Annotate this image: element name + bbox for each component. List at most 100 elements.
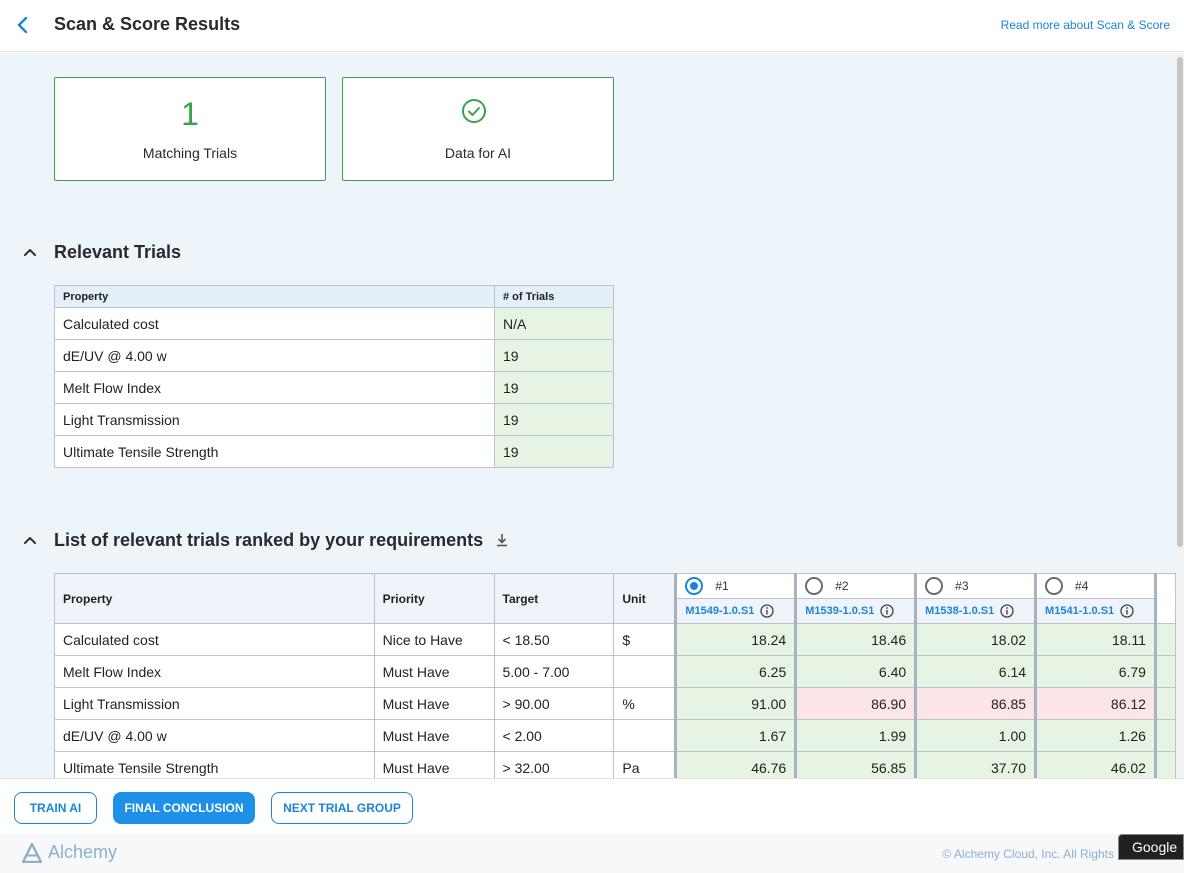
unit-cell (613, 655, 677, 688)
trial-select-radio[interactable] (685, 577, 704, 595)
property-cell: dE/UV @ 4.00 w (54, 719, 375, 752)
trial-id-link[interactable]: M1541-1.0.S1 (1045, 605, 1115, 617)
info-icon[interactable] (1000, 604, 1014, 618)
trial-value-cell: 1.00 (914, 719, 1037, 752)
scrollbar-thumb[interactable] (1177, 57, 1183, 547)
trial-rank-row: #3 (917, 574, 1035, 599)
trial-id-row: M1541-1.0.S1 (1037, 599, 1154, 623)
trial-value-cell: 18.46 (794, 623, 917, 656)
property-cell: Light Transmission (54, 403, 495, 436)
trial-rank: #4 (1075, 579, 1089, 593)
table-row: Melt Flow Index 19 (54, 371, 614, 404)
table-row: Ultimate Tensile Strength Must Have > 32.0… (54, 751, 1176, 778)
trial-value-cell: 6.40 (794, 655, 917, 688)
trial-value-cell: 37.70 (914, 751, 1037, 778)
page-title: Scan & Score Results (54, 14, 241, 34)
column-header-property: Property (54, 573, 375, 624)
ranked-trials-header: List of relevant trials ranked by your r… (22, 528, 509, 552)
trial-value-cell: 1.26 (1034, 719, 1156, 752)
table-header-row: Property # of Trials (54, 285, 614, 308)
data-for-ai-card: Data for AI (342, 77, 614, 181)
final-conclusion-button[interactable]: FINAL CONCLUSION (113, 792, 255, 824)
download-icon[interactable] (495, 533, 509, 547)
info-icon[interactable] (1120, 604, 1134, 618)
table-row: Ultimate Tensile Strength 19 (54, 435, 614, 468)
trial-select-radio[interactable] (805, 577, 824, 595)
priority-cell: Must Have (373, 655, 495, 688)
trial-count-cell: 19 (494, 435, 614, 468)
info-icon[interactable] (760, 604, 775, 618)
table-row: Calculated cost N/A (54, 307, 614, 340)
alchemy-logo-icon (22, 842, 42, 863)
table-row: Melt Flow Index Must Have 5.00 - 7.00 6.25 6… (54, 655, 1176, 688)
trial-value-cell: 18.24 (674, 623, 797, 656)
table-row: dE/UV @ 4.00 w Must Have < 2.00 1.67 1.99 1.0… (54, 719, 1176, 752)
trial-id-link[interactable]: M1549-1.0.S1 (685, 605, 755, 617)
unit-cell: $ (613, 623, 677, 656)
trial-rank: #3 (955, 579, 969, 593)
trial-id-row: M1549-1.0.S1 (677, 599, 795, 623)
chevron-up-icon[interactable] (22, 244, 38, 260)
column-header-target: Target (493, 573, 615, 624)
next-trial-group-button[interactable]: NEXT TRIAL GROUP (271, 792, 413, 824)
column-header-property: Property (54, 285, 495, 308)
table-row: Light Transmission 19 (54, 403, 614, 436)
priority-cell: Must Have (373, 751, 495, 778)
unit-cell (613, 719, 677, 752)
matching-trials-label: Matching Trials (142, 145, 238, 161)
column-header-trials: # of Trials (494, 285, 614, 308)
trial-value-cell: 6.14 (914, 655, 1037, 688)
trial-value-cell-partial (1153, 751, 1176, 778)
trial-value-cell: 1.67 (674, 719, 797, 752)
vertical-scrollbar[interactable] (1176, 53, 1184, 778)
trial-value-cell-partial (1153, 687, 1176, 720)
main-content: 1 Matching Trials Data for AI Relevant T… (0, 53, 1176, 778)
trial-select-radio[interactable] (1045, 577, 1064, 595)
table-row: dE/UV @ 4.00 w 19 (54, 339, 614, 372)
check-circle-icon (462, 99, 486, 123)
data-for-ai-label: Data for AI (444, 145, 512, 161)
property-cell: Calculated cost (54, 623, 375, 656)
property-cell: Melt Flow Index (54, 371, 495, 404)
property-cell: Ultimate Tensile Strength (54, 435, 495, 468)
table-row: Calculated cost Nice to Have < 18.50 $18.24… (54, 623, 1176, 656)
info-icon[interactable] (880, 604, 894, 618)
trial-column-header-partial (1153, 573, 1176, 624)
trial-select-radio[interactable] (925, 577, 944, 595)
column-header-unit: Unit (613, 573, 677, 624)
read-more-link[interactable]: Read more about Scan & Score (1000, 18, 1170, 32)
trial-value-cell: 86.12 (1034, 687, 1156, 720)
matching-trials-value: 1 (181, 96, 199, 132)
chevron-left-icon[interactable] (14, 14, 32, 36)
target-cell: > 90.00 (493, 687, 615, 720)
trial-id-row: M1539-1.0.S1 (797, 599, 915, 623)
target-cell: < 18.50 (493, 623, 615, 656)
trial-value-cell: 91.00 (674, 687, 797, 720)
trial-column-header: #1 M1549-1.0.S1 (674, 573, 797, 624)
action-bar: TRAIN AI FINAL CONCLUSION NEXT TRIAL GRO… (0, 778, 1184, 834)
trial-id-link[interactable]: M1539-1.0.S1 (805, 605, 875, 617)
trial-id-link[interactable]: M1538-1.0.S1 (925, 605, 995, 617)
trial-column-header: #3 M1538-1.0.S1 (914, 573, 1037, 624)
trial-value-cell: 18.11 (1034, 623, 1156, 656)
trial-rank: #1 (715, 579, 729, 593)
chevron-up-icon[interactable] (22, 532, 38, 548)
trial-rank-row: #4 (1037, 574, 1154, 599)
trial-rank-row: #1 (677, 574, 795, 599)
trial-value-cell: 1.99 (794, 719, 917, 752)
trial-value-cell-partial (1153, 719, 1176, 752)
trial-value-cell-partial (1153, 623, 1176, 656)
target-cell: > 32.00 (493, 751, 615, 778)
trial-value-cell: 86.85 (914, 687, 1037, 720)
trial-value-cell: 18.02 (914, 623, 1037, 656)
trial-value-cell: 86.90 (794, 687, 917, 720)
footer: Alchemy © Alchemy Cloud, Inc. All Rights… (0, 834, 1184, 873)
column-header-priority: Priority (373, 573, 495, 624)
trial-rank-row: #2 (797, 574, 915, 599)
property-cell: dE/UV @ 4.00 w (54, 339, 495, 372)
table-row: Light Transmission Must Have > 90.00% 91.00… (54, 687, 1176, 720)
trial-value-cell: 6.25 (674, 655, 797, 688)
relevant-trials-title: Relevant Trials (54, 241, 182, 262)
property-cell: Calculated cost (54, 307, 495, 340)
train-ai-button[interactable]: TRAIN AI (14, 792, 97, 824)
